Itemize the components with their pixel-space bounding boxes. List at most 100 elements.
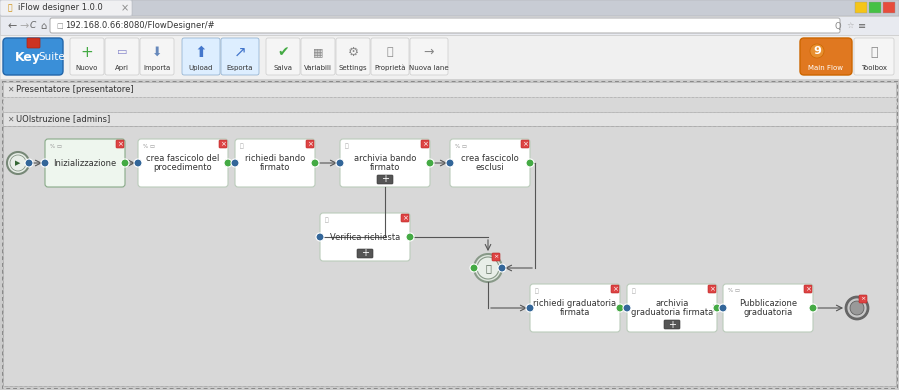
- Text: archivia: archivia: [655, 299, 689, 308]
- Text: richiedi bando: richiedi bando: [245, 154, 305, 163]
- Text: →: →: [19, 21, 29, 31]
- Text: ⬆: ⬆: [194, 44, 208, 60]
- Text: 192.168.0.66:8080/FlowDesigner/#: 192.168.0.66:8080/FlowDesigner/#: [65, 21, 215, 30]
- FancyBboxPatch shape: [611, 285, 619, 293]
- FancyBboxPatch shape: [138, 139, 228, 187]
- Circle shape: [846, 297, 868, 319]
- Circle shape: [426, 159, 434, 167]
- Text: % ▭: % ▭: [143, 144, 156, 149]
- Text: Toolbox: Toolbox: [861, 65, 887, 71]
- Text: ×: ×: [422, 141, 428, 147]
- Text: iFlow designer 1.0.0: iFlow designer 1.0.0: [18, 4, 102, 12]
- FancyBboxPatch shape: [105, 38, 139, 75]
- Text: Proprietà: Proprietà: [374, 64, 405, 71]
- Text: firmato: firmato: [369, 163, 400, 172]
- Text: ▭: ▭: [117, 47, 128, 57]
- Circle shape: [316, 233, 324, 241]
- Text: +: +: [81, 44, 93, 60]
- Text: ×: ×: [121, 3, 129, 13]
- FancyBboxPatch shape: [410, 38, 448, 75]
- Text: +: +: [668, 319, 676, 330]
- Text: ✕: ✕: [7, 115, 13, 124]
- Text: firmato: firmato: [260, 163, 290, 172]
- Text: ▦: ▦: [313, 47, 324, 57]
- Bar: [883, 2, 895, 13]
- Bar: [132, 0, 899, 16]
- Text: % ▭: % ▭: [728, 289, 740, 294]
- Text: ←: ←: [8, 21, 17, 31]
- Circle shape: [25, 159, 33, 167]
- Text: % ▭: % ▭: [50, 144, 62, 149]
- Text: +: +: [361, 248, 369, 259]
- Text: Variabili: Variabili: [304, 65, 332, 71]
- Text: firmata: firmata: [560, 308, 590, 317]
- Bar: [3, 97, 896, 112]
- Bar: [0, 0, 899, 16]
- FancyBboxPatch shape: [116, 140, 124, 148]
- Text: ⚙: ⚙: [347, 46, 359, 58]
- FancyBboxPatch shape: [266, 38, 300, 75]
- Text: 🖹: 🖹: [387, 47, 394, 57]
- Circle shape: [719, 304, 727, 312]
- Text: 🔒: 🔒: [535, 288, 539, 294]
- Text: ×: ×: [307, 141, 313, 147]
- Bar: [869, 2, 881, 13]
- Text: Upload: Upload: [189, 65, 213, 71]
- FancyBboxPatch shape: [450, 139, 530, 187]
- FancyBboxPatch shape: [800, 38, 852, 75]
- Text: ×: ×: [709, 286, 715, 292]
- Circle shape: [713, 304, 721, 312]
- Circle shape: [623, 304, 631, 312]
- Text: Importa: Importa: [143, 65, 171, 71]
- Text: 🗋: 🗋: [8, 4, 13, 12]
- Text: Nuova lane: Nuova lane: [409, 65, 449, 71]
- Text: UOIstruzione [admins]: UOIstruzione [admins]: [16, 115, 111, 124]
- Bar: [0, 35, 899, 79]
- Text: →: →: [423, 46, 434, 58]
- FancyBboxPatch shape: [182, 38, 220, 75]
- FancyBboxPatch shape: [340, 139, 430, 187]
- Circle shape: [224, 159, 232, 167]
- Bar: [3, 112, 896, 126]
- Text: 🔒: 🔒: [345, 143, 349, 149]
- Circle shape: [41, 159, 49, 167]
- Text: ✕: ✕: [7, 85, 13, 94]
- FancyBboxPatch shape: [70, 38, 104, 75]
- Text: Nuovo: Nuovo: [76, 65, 98, 71]
- Circle shape: [336, 159, 344, 167]
- Text: archivia bando: archivia bando: [354, 154, 416, 163]
- FancyBboxPatch shape: [723, 284, 813, 332]
- Text: 🔒: 🔒: [240, 143, 244, 149]
- Text: ×: ×: [806, 286, 811, 292]
- Text: □: □: [56, 23, 63, 29]
- Text: ↗: ↗: [234, 44, 246, 60]
- Circle shape: [470, 264, 478, 272]
- Bar: [855, 2, 867, 13]
- Circle shape: [474, 254, 502, 282]
- Text: ×: ×: [117, 141, 123, 147]
- Circle shape: [446, 159, 454, 167]
- Text: ×: ×: [494, 255, 499, 259]
- Circle shape: [809, 304, 817, 312]
- Circle shape: [10, 155, 26, 171]
- Text: Salva: Salva: [273, 65, 292, 71]
- Text: ☆: ☆: [846, 21, 854, 30]
- Bar: [2, 81, 897, 388]
- Text: % ▭: % ▭: [455, 144, 467, 149]
- FancyBboxPatch shape: [530, 284, 620, 332]
- FancyBboxPatch shape: [235, 139, 315, 187]
- FancyBboxPatch shape: [804, 285, 812, 293]
- Text: Suite: Suite: [38, 52, 65, 62]
- Text: 🔧: 🔧: [870, 46, 877, 58]
- FancyBboxPatch shape: [859, 295, 867, 303]
- Bar: [3, 82, 896, 97]
- Text: crea fascicolo del: crea fascicolo del: [147, 154, 219, 163]
- Text: 🔒: 🔒: [632, 288, 636, 294]
- Text: crea fascicolo: crea fascicolo: [461, 154, 519, 163]
- Text: +: +: [381, 174, 389, 184]
- Bar: [0, 16, 899, 35]
- Circle shape: [526, 159, 534, 167]
- FancyBboxPatch shape: [320, 213, 410, 261]
- Circle shape: [7, 152, 29, 174]
- Text: ≡: ≡: [858, 21, 866, 31]
